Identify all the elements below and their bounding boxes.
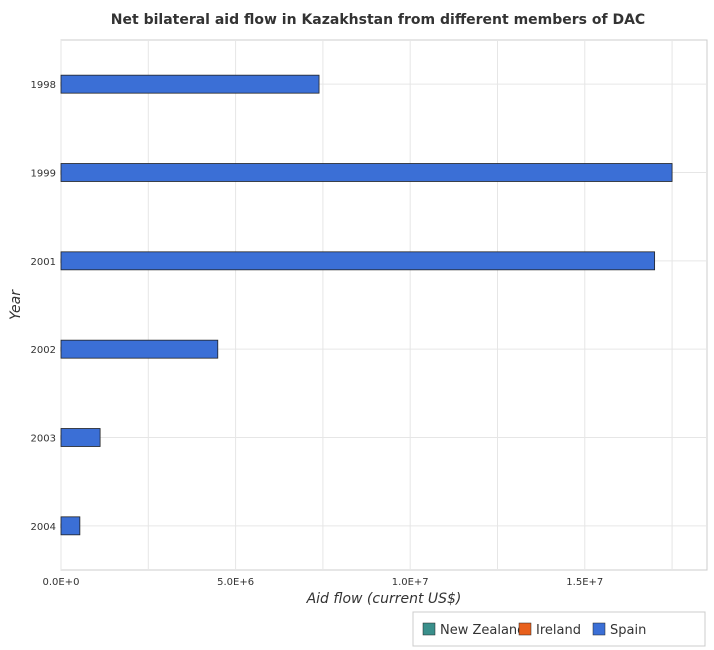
legend-box xyxy=(412,611,706,647)
plot-area xyxy=(60,39,708,571)
chart-title: Net bilateral aid flow in Kazakhstan fro… xyxy=(111,12,645,28)
bar-spain-1999 xyxy=(60,163,673,182)
legend-swatch-new-zealand xyxy=(422,622,436,636)
x-tick-label: 0.0E+0 xyxy=(43,577,80,588)
y-tick-label: 1998 xyxy=(31,80,56,91)
y-axis-label: Year xyxy=(8,289,24,320)
bar-spain-2001 xyxy=(60,251,656,271)
x-tick-labels: 0.0E+0 5.0E+6 1.0E+7 1.5E+7 xyxy=(43,577,604,588)
legend-swatch-ireland xyxy=(518,622,532,636)
legend-swatch-spain xyxy=(592,622,606,636)
bar-spain-2002 xyxy=(60,339,219,359)
bar-spain-2004 xyxy=(60,516,81,536)
legend: New Zealand Ireland Spain xyxy=(412,611,706,647)
legend-label-spain: Spain xyxy=(610,623,646,638)
x-tick-label: 1.0E+7 xyxy=(392,577,429,588)
y-tick-label: 2001 xyxy=(31,257,56,268)
bar-spain-1998 xyxy=(60,74,320,94)
x-tick-label: 5.0E+6 xyxy=(217,577,254,588)
bar-spain-2003 xyxy=(60,428,101,447)
legend-label-new-zealand: New Zealand xyxy=(440,623,525,638)
y-tick-label: 2003 xyxy=(31,434,56,445)
y-tick-label: 1999 xyxy=(31,169,56,180)
y-tick-label: 2004 xyxy=(31,522,56,533)
x-axis-label: Aid flow (current US$) xyxy=(306,591,462,607)
y-tick-labels: 1998 1999 2001 2002 2003 2004 xyxy=(31,80,56,533)
x-tick-label: 1.5E+7 xyxy=(566,577,603,588)
bars xyxy=(60,74,673,536)
legend-label-ireland: Ireland xyxy=(536,623,581,638)
y-tick-label: 2002 xyxy=(31,345,56,356)
